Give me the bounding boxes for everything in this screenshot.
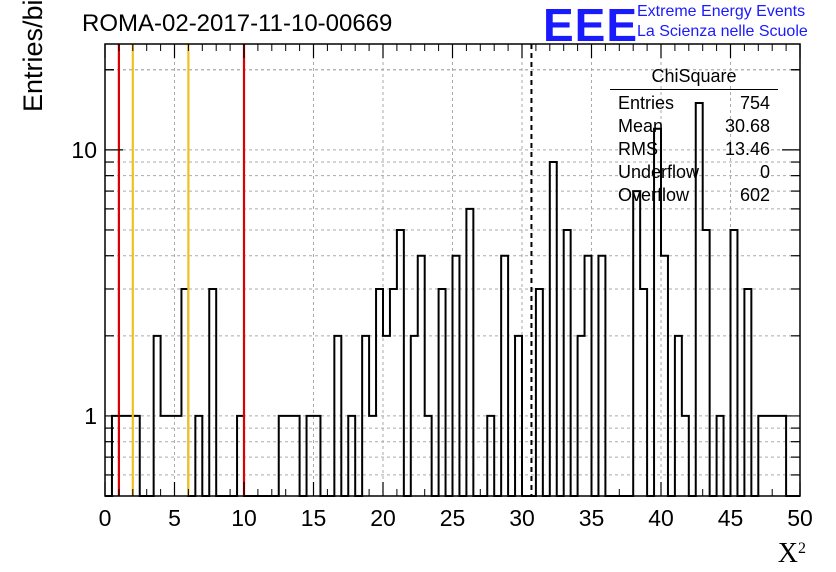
logo-line2: La Scienza nelle Scuole (637, 23, 808, 40)
stats-title: ChiSquare (610, 66, 778, 90)
axis-ticks (104, 44, 801, 497)
x-tick-label: 15 (301, 505, 327, 531)
x-tick-label: 30 (509, 505, 535, 531)
logo-caption: Extreme Energy Events La Scienza nelle S… (637, 2, 808, 42)
x-tick-label: 10 (231, 505, 257, 531)
tick-labels: 0 5 10 15 20 25 30 35 40 45 50 1 10 (71, 137, 812, 531)
x-tick-label: 40 (648, 505, 674, 531)
y-tick-label: 10 (71, 137, 97, 163)
stats-row: Underflow 0 (618, 162, 770, 182)
y-axis-label: Entries/bin (18, 0, 48, 112)
x-tick-label: 45 (718, 505, 744, 531)
x-tick-label: 25 (440, 505, 466, 531)
y-tick-label: 1 (84, 403, 97, 429)
x-tick-label: 20 (370, 505, 396, 531)
grid (105, 44, 800, 496)
logo-line1: Extreme Energy Events (637, 3, 806, 20)
x-tick-label: 5 (168, 505, 181, 531)
x-tick-label: 0 (99, 505, 112, 531)
marker-lines (117, 44, 533, 496)
stats-row: Overflow 602 (618, 185, 770, 205)
eee-logo: EEE (543, 0, 639, 51)
chart-title: ROMA-02-2017-11-10-00669 (82, 10, 393, 37)
stats-row: RMS 13.46 (618, 139, 770, 159)
x-tick-label: 50 (787, 505, 813, 531)
x-axis-label: X2 (777, 538, 806, 569)
stats-row: Entries 754 (618, 93, 770, 113)
x-tick-label: 35 (579, 505, 605, 531)
stats-row: Mean 30.68 (618, 116, 770, 136)
stats-box: ChiSquare Entries 754 Mean 30.68 RMS 13.46 … (610, 66, 778, 207)
